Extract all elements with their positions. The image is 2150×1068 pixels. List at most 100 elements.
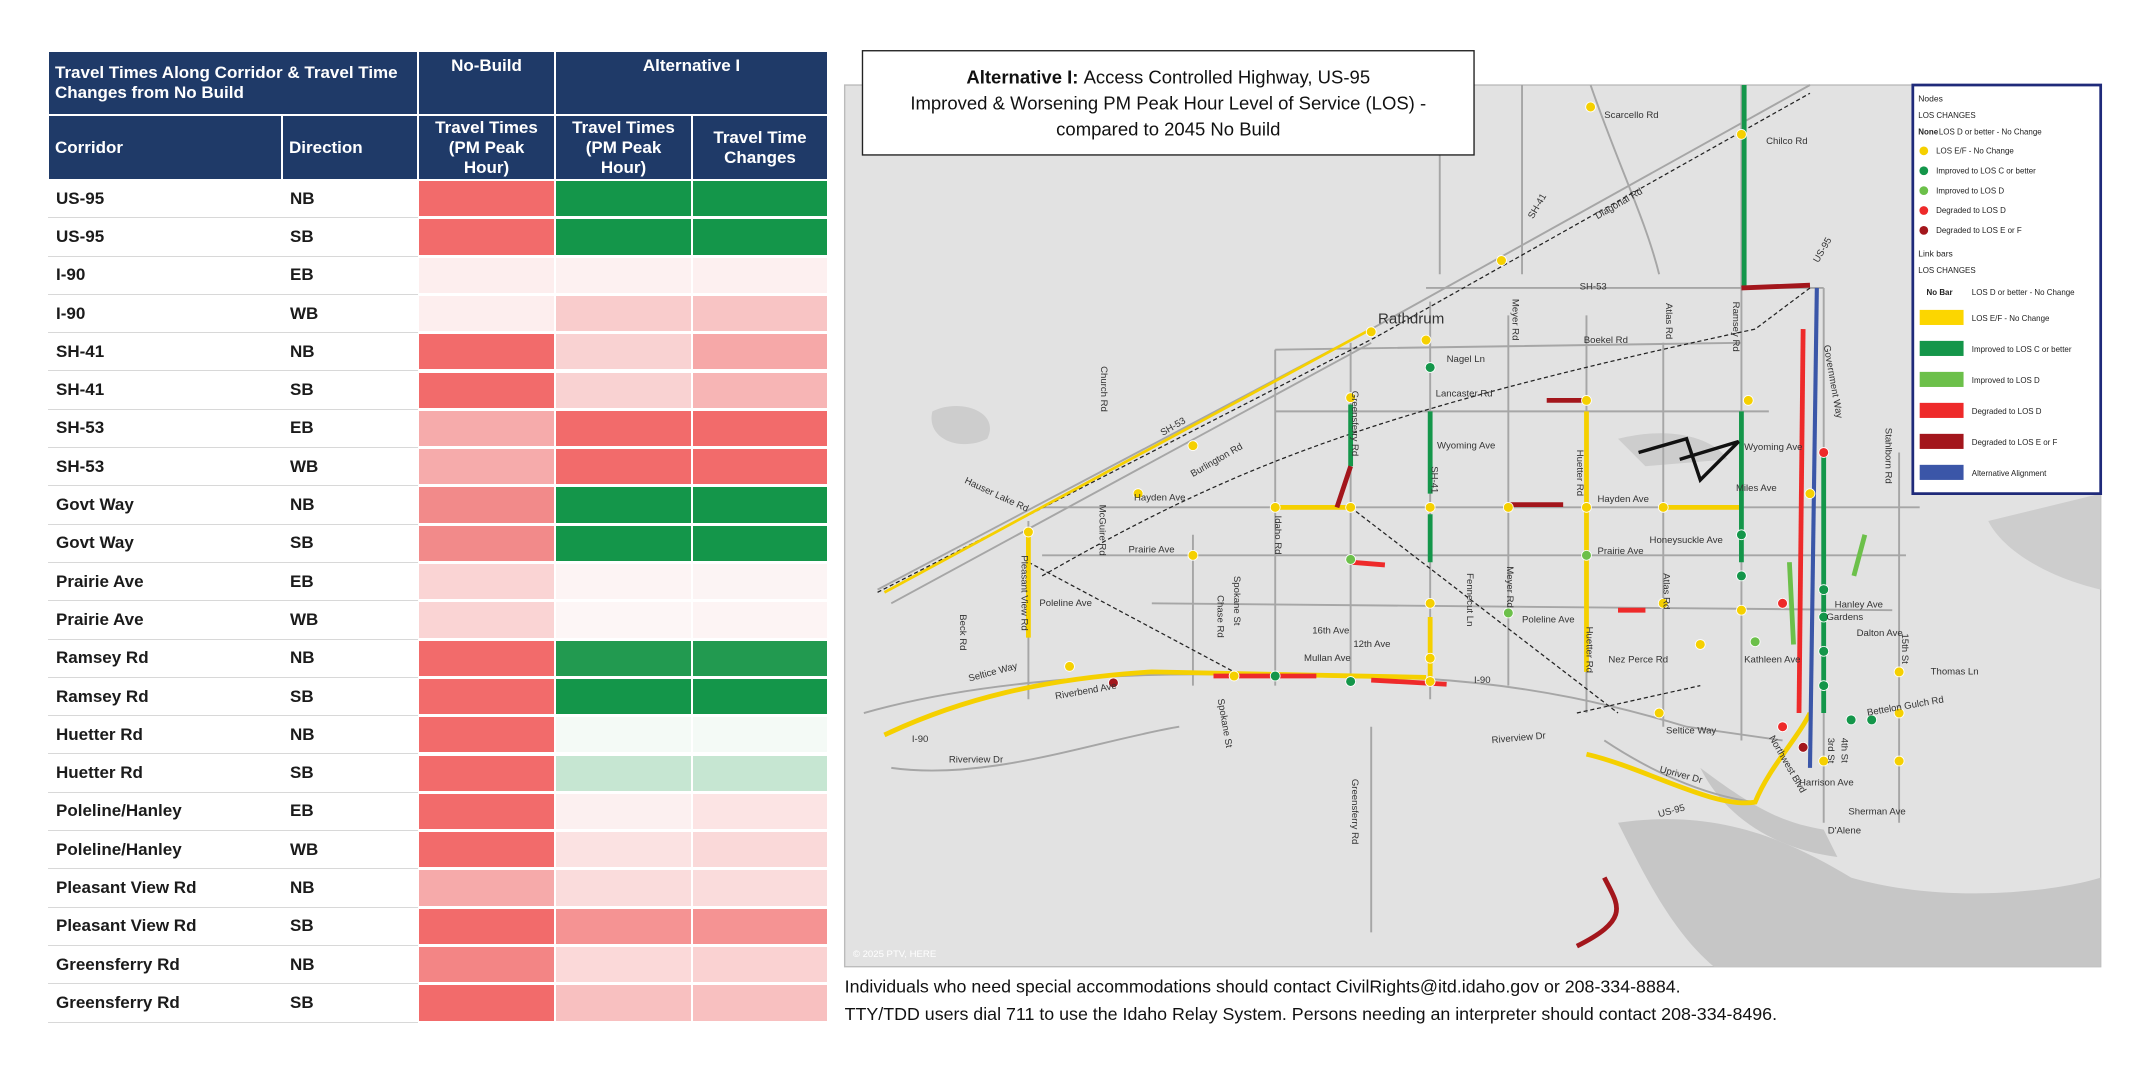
heat-cell bbox=[418, 639, 555, 678]
legend-text: LOS E/F - No Change bbox=[1936, 147, 2014, 156]
heat-cell bbox=[692, 486, 828, 525]
heat-cell bbox=[692, 563, 828, 602]
heat-cell bbox=[555, 524, 692, 563]
street-label: Meyer Rd bbox=[1509, 299, 1520, 341]
header-no-build: No-Build bbox=[418, 51, 555, 115]
header-changes: Travel Time Changes bbox=[692, 115, 828, 180]
heat-cell bbox=[555, 869, 692, 908]
street-label: 16th Ave bbox=[1312, 625, 1349, 636]
heat-cell bbox=[692, 792, 828, 832]
footer-note: TTY/TDD users dial 711 to use the Idaho … bbox=[845, 1004, 1777, 1024]
direction: NB bbox=[282, 640, 418, 678]
street-label: Poleline Ave bbox=[1039, 598, 1092, 609]
direction: WB bbox=[282, 295, 418, 334]
heat-cell bbox=[692, 639, 828, 678]
legend-node bbox=[1919, 225, 1929, 235]
map-background bbox=[843, 84, 2102, 968]
los-node bbox=[1818, 645, 1830, 657]
direction: SB bbox=[282, 218, 418, 257]
street-label: Wyoming Ave bbox=[1744, 442, 1802, 453]
corridor-name: Poleline/Hanley bbox=[48, 793, 282, 832]
direction: SB bbox=[282, 755, 418, 793]
street-label: Nagel Ln bbox=[1447, 354, 1485, 365]
corridor-name: Pleasant View Rd bbox=[48, 869, 282, 908]
los-node bbox=[1420, 334, 1432, 346]
legend-text: Improved to LOS D bbox=[1936, 186, 2004, 195]
street-label: 3rd St bbox=[1825, 738, 1836, 764]
airport bbox=[1638, 436, 1740, 484]
corridor-name: Pleasant View Rd bbox=[48, 908, 282, 946]
alternative-alignment bbox=[1807, 287, 1819, 768]
los-node bbox=[1866, 714, 1878, 726]
corridor-name: US-95 bbox=[48, 180, 282, 219]
street-label: Atlas Rd bbox=[1663, 303, 1674, 339]
street-label: SH-41 bbox=[1429, 466, 1440, 493]
heat-cell bbox=[418, 218, 555, 257]
direction: EB bbox=[282, 793, 418, 832]
heat-cell bbox=[418, 524, 555, 563]
heat-cell bbox=[692, 448, 828, 487]
heat-cell bbox=[692, 294, 828, 334]
table-title: Travel Times Along Corridor & Travel Tim… bbox=[48, 51, 418, 115]
street-label: Wyoming Ave bbox=[1437, 440, 1495, 451]
los-node bbox=[1657, 597, 1669, 609]
street-label: Riverview Dr bbox=[949, 754, 1004, 765]
heat-cell bbox=[692, 218, 828, 257]
heat-cell bbox=[555, 677, 692, 717]
heat-cell bbox=[692, 984, 828, 1023]
los-node bbox=[1797, 741, 1809, 753]
heat-cell bbox=[418, 831, 555, 870]
corridor-name: Greensferry Rd bbox=[48, 984, 282, 1023]
corridor-name: Prairie Ave bbox=[48, 601, 282, 640]
los-node bbox=[1777, 597, 1788, 609]
legend-text: Improved to LOS D bbox=[1972, 376, 2040, 385]
legend-text: Link bars bbox=[1918, 248, 1953, 258]
legend-node bbox=[1919, 146, 1929, 156]
los-node bbox=[1345, 392, 1356, 403]
street-label: 4th St bbox=[1839, 738, 1850, 763]
map-title-line: Improved & Worsening PM Peak Hour Level … bbox=[910, 93, 1426, 114]
heat-cell bbox=[418, 907, 555, 946]
los-node bbox=[1585, 101, 1596, 113]
heat-cell bbox=[692, 869, 828, 908]
heat-cell bbox=[555, 294, 692, 334]
direction: EB bbox=[282, 563, 418, 602]
los-node bbox=[1777, 721, 1788, 733]
direction: WB bbox=[282, 448, 418, 487]
heat-cell bbox=[418, 256, 555, 295]
los-node bbox=[1228, 670, 1240, 682]
street-label: Riverview Dr bbox=[1491, 730, 1547, 746]
los-node bbox=[1893, 755, 1905, 767]
heat-cell bbox=[418, 984, 555, 1023]
los-node bbox=[1269, 670, 1281, 682]
map-title-bold: Alternative I: bbox=[966, 67, 1078, 88]
los-node bbox=[1581, 395, 1592, 406]
los-node bbox=[1187, 440, 1199, 451]
heat-cell bbox=[692, 180, 828, 219]
los-node bbox=[1818, 755, 1830, 767]
street-label: 15th St bbox=[1899, 633, 1910, 664]
los-node bbox=[1345, 554, 1356, 565]
corridor-name: Prairie Ave bbox=[48, 563, 282, 602]
legend-text: LOS CHANGES bbox=[1918, 266, 1975, 275]
street-label: SH-53 bbox=[1580, 281, 1607, 292]
street-label: Dalton Ave bbox=[1857, 628, 1903, 639]
heat-cell bbox=[555, 333, 692, 372]
heat-cell bbox=[418, 716, 555, 755]
heat-cell bbox=[555, 371, 692, 410]
los-nodes bbox=[1023, 101, 1905, 767]
street-label: D'Alene bbox=[1828, 826, 1861, 837]
los-node bbox=[1023, 526, 1034, 538]
street-label: Sherman Ave bbox=[1848, 806, 1905, 817]
corridor-name: SH-41 bbox=[48, 372, 282, 410]
legend-text: Alternative Alignment bbox=[1972, 469, 2047, 478]
heat-cell bbox=[692, 371, 828, 410]
heat-cell bbox=[555, 448, 692, 487]
direction: EB bbox=[282, 410, 418, 449]
header-alternative: Alternative I bbox=[555, 51, 828, 115]
direction: NB bbox=[282, 180, 418, 219]
street-label: Nez Perce Rd bbox=[1608, 654, 1668, 665]
heat-cell bbox=[692, 716, 828, 755]
